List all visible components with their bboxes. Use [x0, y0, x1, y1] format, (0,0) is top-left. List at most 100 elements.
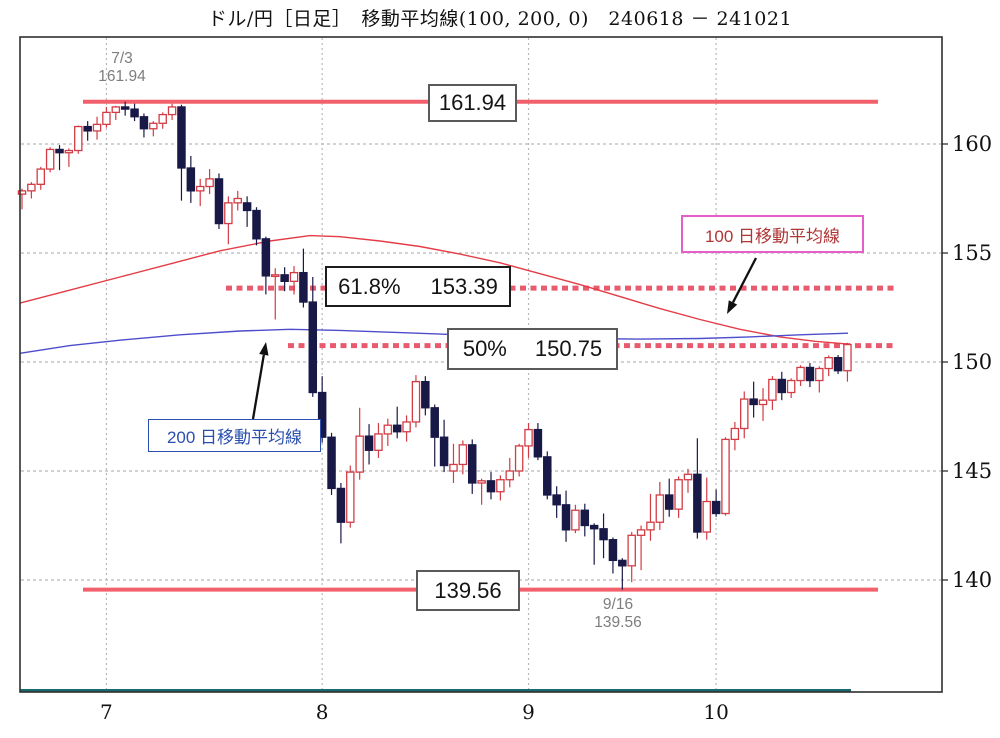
candle: [252, 209, 261, 240]
candle: [158, 113, 167, 124]
candle: [261, 238, 271, 277]
candle: [55, 148, 64, 154]
candle: [27, 183, 36, 192]
candle: [815, 367, 824, 382]
candle: [683, 473, 693, 481]
candle: [177, 106, 186, 169]
axis-labels: 160 155 150 145 140 7 8 9 10: [100, 132, 992, 724]
candle: [721, 438, 730, 515]
candle: [364, 435, 374, 451]
candle: [833, 356, 843, 372]
ma200-line: [19, 328, 849, 354]
candle: [402, 421, 411, 433]
peak-annotation: 7/3 161.94: [62, 50, 182, 86]
candle: [130, 108, 139, 118]
peak-date: 7/3: [111, 50, 133, 67]
y-axis-label: 140: [952, 568, 992, 592]
candle: [646, 521, 655, 531]
trough-date: 9/16: [602, 596, 634, 613]
candle: [824, 356, 833, 370]
candle: [36, 168, 46, 185]
candle: [92, 123, 102, 132]
x-axis-label: 10: [703, 700, 728, 724]
candle: [195, 185, 205, 192]
candle: [346, 471, 355, 523]
candle: [280, 274, 289, 282]
candle: [64, 149, 74, 154]
candle: [589, 524, 599, 530]
candle: [674, 479, 683, 510]
fib-618-percent: 61.8%: [338, 273, 401, 299]
candle: [796, 366, 805, 382]
candle: [299, 271, 308, 303]
candle: [664, 494, 674, 510]
candle: [514, 445, 524, 472]
candle: [552, 494, 561, 506]
arrows: [251, 257, 758, 420]
candle: [533, 428, 543, 458]
candle: [693, 473, 702, 533]
candle: [327, 436, 336, 490]
candle: [317, 391, 327, 438]
ma100-label: 100 日移動平均線: [704, 226, 841, 246]
candle: [730, 427, 740, 441]
y-axis-label: 150: [952, 350, 992, 374]
candle: [758, 399, 768, 406]
candle: [17, 190, 27, 195]
ma200-label-box: 200 日移動平均線: [148, 419, 321, 452]
candle: [777, 378, 787, 394]
ma-lines: [19, 234, 849, 354]
frame-layer: [19, 36, 943, 693]
fib-50-price: 150.75: [534, 336, 603, 361]
candle: [636, 529, 646, 536]
candle: [477, 480, 486, 484]
candle: [411, 380, 421, 423]
candle: [224, 202, 233, 225]
candle: [336, 487, 346, 523]
trough-price: 139.56: [594, 614, 642, 631]
fib-50-box: 50% 150.75: [447, 328, 618, 370]
plot-frame: [19, 36, 943, 693]
candle: [561, 504, 571, 531]
candle: [392, 424, 402, 433]
ma200-label: 200 日移動平均線: [166, 428, 303, 447]
candle: [74, 125, 83, 152]
candle: [45, 148, 55, 170]
y-axis-label: 155: [952, 241, 992, 265]
ma100-line: [19, 234, 849, 345]
candle: [120, 106, 130, 110]
candle: [627, 534, 636, 567]
candle: [655, 494, 665, 523]
candle: [543, 456, 552, 496]
candle: [740, 398, 749, 430]
candle: [271, 274, 280, 278]
candle: [355, 435, 364, 473]
candle: [768, 378, 777, 401]
y-axis-label: 160: [952, 132, 992, 156]
candle: [496, 479, 505, 493]
candle: [186, 167, 196, 192]
candle: [374, 433, 383, 451]
candle: [805, 366, 815, 382]
candle: [580, 509, 590, 527]
candle: [439, 436, 449, 467]
fib-618-box: 61.8% 153.39: [325, 266, 511, 307]
support-price-box: 139.56: [416, 570, 520, 611]
candle: [571, 509, 580, 531]
candle: [430, 407, 439, 438]
candle: [102, 111, 111, 126]
candle: [111, 106, 121, 114]
chart-title: ドル/円［日足］ 移動平均線(100, 200, 0) 240618 － 241…: [207, 8, 793, 30]
candle: [83, 125, 92, 132]
support-price-label: 139.56: [434, 577, 502, 603]
resistance-price-box: 161.94: [428, 84, 517, 122]
candle: [205, 178, 214, 188]
candle: [786, 379, 796, 394]
candle: [308, 301, 318, 394]
candle: [149, 122, 158, 130]
resistance-price-label: 161.94: [438, 90, 507, 115]
x-axis-label: 7: [100, 700, 113, 724]
trough-annotation: 9/16 139.56: [558, 596, 678, 632]
